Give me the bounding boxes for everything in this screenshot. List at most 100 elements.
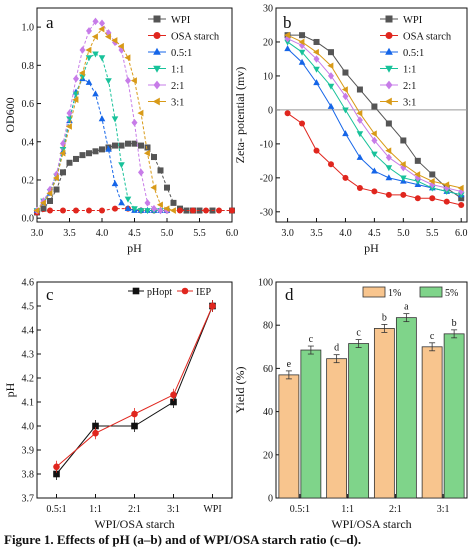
data-point (105, 145, 112, 152)
bar (373, 328, 395, 499)
data-point (53, 463, 60, 471)
data-point (400, 191, 407, 198)
data-point (131, 118, 138, 127)
data-point (124, 54, 131, 61)
data-point (144, 208, 151, 215)
data-point (125, 140, 131, 147)
x-tick-label: 0.5:1 (290, 504, 310, 515)
data-point (356, 110, 363, 117)
legend-marker (181, 287, 189, 295)
data-point (371, 151, 378, 158)
data-point (313, 147, 320, 154)
y-tick-label: 3.9 (22, 446, 35, 457)
data-point (443, 189, 451, 196)
data-point (59, 149, 66, 157)
significance-letter: a (404, 302, 409, 313)
data-point (209, 302, 216, 310)
data-point (143, 149, 150, 157)
legend-marker (132, 287, 140, 295)
legend-label: 1% (388, 288, 401, 299)
data-point (342, 92, 349, 101)
bar (300, 349, 322, 499)
data-point (414, 195, 421, 202)
data-point (313, 55, 320, 63)
data-point (47, 207, 53, 214)
x-tick-label: 2:1 (128, 504, 141, 515)
x-tick-label: 6.0 (226, 228, 239, 239)
legend-label: pHopt (147, 287, 172, 298)
data-point (85, 55, 93, 62)
data-point (170, 391, 177, 399)
y-tick-label: 3.7 (22, 494, 35, 505)
legend-label: OSA starch (171, 32, 220, 43)
legend-marker (385, 47, 393, 55)
data-point (443, 198, 450, 205)
y-tick-label: 80 (263, 321, 273, 332)
data-point (118, 162, 125, 169)
data-point (73, 155, 79, 162)
legend-label: 3:1 (171, 98, 184, 109)
x-axis-label: WPI/OSA starch (331, 517, 411, 531)
y-tick-label: 4.3 (22, 350, 35, 361)
x-tick-label: 5.5 (193, 228, 206, 239)
data-point (33, 207, 40, 214)
data-point (79, 46, 86, 54)
x-tick-label: 3.5 (63, 228, 76, 239)
data-point (92, 51, 99, 58)
data-point (138, 168, 144, 177)
data-point (156, 201, 163, 209)
data-point (150, 184, 157, 191)
data-point (73, 74, 79, 83)
data-point (47, 197, 53, 204)
y-tick-label: 4.5 (22, 302, 35, 313)
data-point (40, 205, 47, 212)
significance-letter: e (287, 359, 292, 370)
y-tick-label: 4.4 (22, 326, 35, 337)
panel-letter: a (46, 13, 54, 32)
data-point (78, 69, 85, 77)
data-point (400, 175, 407, 182)
legend-marker (152, 97, 160, 106)
significance-letter: b (452, 318, 457, 329)
data-point (39, 199, 46, 207)
data-point (112, 205, 118, 212)
data-point (342, 69, 349, 76)
x-tick-label: 4.5 (128, 228, 141, 239)
data-point (356, 131, 364, 138)
figure-canvas: 3.0 3.5 4.0 4.5 5.0 5.5 6.0 0.0 0.2 0.4 0.6 0.8 1.0 p… (3, 4, 468, 531)
data-point (356, 153, 364, 160)
data-point (371, 188, 378, 195)
data-point (170, 199, 177, 206)
legend-marker (384, 97, 392, 106)
data-point (60, 169, 66, 176)
data-point (151, 154, 157, 161)
data-point (72, 96, 79, 104)
y-axis-label: pH (3, 382, 17, 397)
data-point (164, 184, 170, 191)
data-point (99, 146, 105, 153)
x-tick-label: 5.5 (426, 228, 439, 239)
data-point (91, 33, 98, 40)
data-point (112, 142, 118, 149)
data-point (131, 206, 138, 213)
y-tick-label: 3.8 (22, 470, 35, 481)
legend-swatch (419, 286, 443, 298)
bar (348, 343, 370, 499)
data-point (428, 185, 436, 192)
data-point (92, 429, 99, 437)
legend-marker (385, 32, 393, 39)
legend-marker (385, 65, 393, 73)
panel-c: 0.5:1 1:1 2:1 3:1 WPI 3.7 3.8 3.9 4.0 4.1 4.2 4.3 4.… (3, 278, 233, 531)
data-point (385, 147, 392, 154)
data-point (429, 171, 436, 178)
data-point (85, 46, 92, 54)
data-point (99, 19, 105, 28)
y-tick-label: 0 (268, 105, 273, 116)
data-point (111, 37, 118, 44)
data-point (163, 205, 170, 212)
y-tick-label: 4.2 (22, 374, 35, 385)
data-point (327, 62, 334, 70)
data-point (183, 207, 190, 214)
legend-label: 1:1 (403, 65, 416, 76)
data-point (284, 39, 291, 46)
